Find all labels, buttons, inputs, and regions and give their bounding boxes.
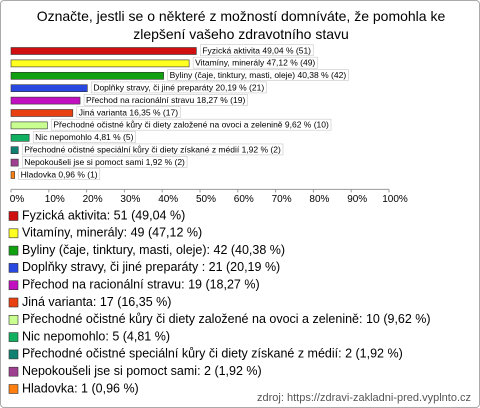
x-tick-label: 30% (120, 194, 140, 205)
value-label-box (76, 106, 181, 118)
value-label-box (91, 81, 267, 94)
bar (10, 134, 30, 142)
value-label-box (18, 168, 101, 180)
bar (10, 121, 48, 130)
bar (10, 171, 15, 179)
legend-label: Hladovka: 1 (0,96 %) (22, 381, 139, 395)
x-tick-label: 20% (83, 194, 103, 205)
value-label-box (51, 118, 332, 131)
source: zdroj: https://zdravi-zakladni-pred.vypl… (257, 392, 471, 404)
legend-swatch (8, 366, 19, 377)
value-label: Fyzická aktivita 49,04 % (51) (202, 45, 311, 55)
bar (10, 84, 88, 92)
bar (10, 96, 81, 105)
x-tick-label: 80% (309, 194, 329, 205)
legend-label: Fyzická aktivita: 51 (49,04 %) (22, 208, 185, 222)
value-label: Hladovka 0,96 % (1) (21, 169, 98, 179)
legend-label: Nic nepomohlo: 5 (4,81 %) (22, 329, 170, 343)
bar (10, 72, 164, 80)
bar (10, 158, 19, 167)
legend-swatch (8, 349, 19, 360)
legend-label: Nepokoušeli jse si pomoct sami: 2 (1,92 … (22, 364, 262, 378)
legend-swatch (8, 211, 19, 221)
value-label-box (22, 156, 188, 168)
legend-swatch (8, 263, 19, 273)
x-tick-label: 90% (347, 194, 367, 205)
x-tick-label: 10% (45, 194, 65, 205)
legend-swatch (8, 280, 19, 291)
x-tick-label: 60% (234, 194, 254, 205)
legend-label: Vitamíny, minerály: 49 (47,12 %) (22, 226, 202, 240)
legend-label: Přechod na racionální stravu: 19 (18,27 … (22, 277, 260, 291)
value-label: Vitamíny, minerály 47,12 % (49) (195, 58, 315, 68)
x-tick-label: 40% (158, 194, 178, 205)
legend-swatch (8, 297, 19, 308)
legend-swatch (8, 384, 19, 394)
bar (10, 109, 74, 117)
legend-label: Byliny (čaje, tinktury, masti, oleje): 4… (22, 243, 285, 257)
value-label: Doplňky stravy, či jiné preparáty 20,19 … (93, 82, 264, 92)
legend-swatch (8, 228, 19, 239)
bar (10, 47, 197, 55)
value-label-box (83, 94, 248, 106)
value-label: Nepokoušeli jse si pomoct sami 1,92 % (2… (24, 157, 185, 167)
legend-label: Přechodné očistné speciální kůry či diet… (22, 347, 403, 361)
value-label-box (200, 44, 314, 56)
bar (10, 59, 190, 68)
legend-label: Přechodné očistné kůry či diety založené… (22, 312, 431, 326)
legend-swatch (8, 245, 19, 256)
value-label: Jiná varianta 16,35 % (17) (79, 107, 178, 117)
chart-title: Označte, jestli se o některé z možností … (36, 8, 446, 42)
x-tick-label: 0% (10, 194, 25, 205)
x-tick-label: 70% (272, 194, 292, 205)
bar (10, 146, 19, 154)
value-label: Přechod na racionální stravu 18,27 % (19… (86, 95, 245, 105)
legend-label: Doplňky stravy, či jiné preparáty : 21 (… (22, 260, 280, 274)
value-label-box (192, 56, 318, 69)
value-label-box (22, 143, 284, 156)
x-tick-label: 100% (382, 194, 408, 205)
value-label: Nic nepomohlo 4,81 % (5) (35, 132, 133, 142)
value-label-box (167, 69, 349, 81)
value-label: Přechodné očistné kůry či diety založené… (53, 120, 329, 130)
legend-label: Jiná varianta: 17 (16,35 %) (22, 295, 171, 309)
x-tick-label: 50% (196, 194, 216, 205)
value-label: Byliny (čaje, tinktury, masti, oleje) 40… (170, 70, 347, 80)
value-label-box (32, 131, 136, 143)
legend-swatch (8, 332, 19, 342)
value-label: Přechodné očistné speciální kůry či diet… (24, 144, 281, 154)
legend-swatch (8, 314, 19, 325)
